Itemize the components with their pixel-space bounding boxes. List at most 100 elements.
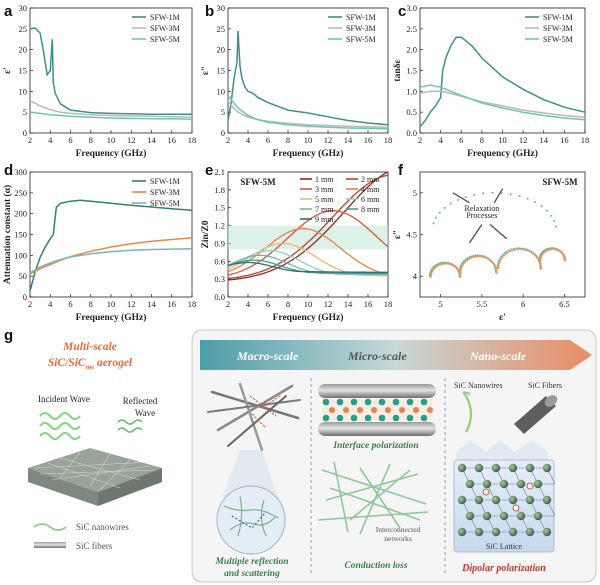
x-tick-label: 10	[107, 135, 116, 145]
caption-lattice: SiC Lattice	[486, 542, 523, 551]
cole-cole-point	[518, 195, 521, 198]
chart-e: 2 4 6 8 10 12 14 16 18 0.0 0.3 0.6 0.9 1.2 1.5 1.8 2.1 Fr…	[201, 167, 392, 323]
series-line-SFW-5M	[419, 84, 586, 121]
x-tick-label: 10	[304, 299, 313, 309]
x-tick-label: 6	[459, 135, 463, 145]
x-tick-label: 4	[246, 135, 251, 145]
x-tick-label: 8	[286, 135, 290, 145]
legend-label: SFW-1M	[150, 13, 180, 22]
cole-cole-point	[443, 206, 446, 209]
cole-cole-point	[429, 275, 432, 278]
cole-cole-point	[469, 257, 472, 260]
y-tick-label: 100	[14, 250, 27, 260]
negative-charge	[357, 407, 363, 413]
legend-label: SFW-3M	[346, 24, 376, 33]
positive-charge	[364, 414, 372, 422]
cole-cole-point	[489, 259, 492, 262]
positive-charge	[392, 414, 400, 422]
y-tick-label: 300	[14, 167, 27, 177]
fiber-icon	[34, 542, 66, 548]
lattice-atom	[465, 511, 475, 521]
interface-charges	[322, 398, 433, 422]
reflected-wave-label-2: Wave	[135, 408, 155, 418]
cole-cole-point	[533, 253, 536, 256]
cole-cole-point	[498, 262, 501, 265]
aerogel-title: Multi-scale SiC/SiCnw aerogel	[48, 341, 133, 371]
y-tick-label: 0.3	[214, 274, 225, 284]
y-tick-label: 30	[217, 3, 226, 13]
y-tick-label: 5	[413, 188, 417, 198]
y-tick-label: 0	[221, 128, 225, 138]
x-tick-label: 12	[519, 135, 528, 145]
y-tick-label: 25	[19, 24, 28, 34]
legend-label: SFW-1M	[150, 177, 180, 186]
nano-scale-label: Nano-scale	[469, 349, 527, 363]
relaxation-arrow	[468, 224, 483, 244]
y-axis-label: Zin/Z0	[201, 220, 211, 248]
x-tick-label: 12	[127, 135, 136, 145]
cole-cole-point	[550, 214, 553, 217]
y-tick-label: 0.5	[406, 107, 417, 117]
caption-multiple-2: and scattering	[224, 569, 280, 579]
y-tick-label: 20	[217, 45, 226, 55]
cole-cole-point	[479, 255, 483, 258]
schematic-panel-g: Multi-scale SiC/SiCnw aerogel Incident W…	[28, 329, 597, 583]
x-tick-label: 18	[384, 299, 393, 309]
y-tick-label: 3.0	[406, 3, 417, 13]
y-tick-label: 50	[19, 271, 28, 281]
positive-charge	[322, 398, 330, 406]
y-tick-label: 4	[413, 271, 418, 281]
series-line-SFW-1M	[227, 30, 389, 126]
x-tick-label: 4	[48, 135, 53, 145]
y-tick-label: 1.5	[406, 66, 417, 76]
cole-cole-point	[494, 265, 497, 269]
lattice-atom	[491, 527, 501, 537]
cole-cole-point	[482, 192, 485, 195]
x-tick-label: 10	[304, 135, 313, 145]
y-tick-label: 15	[19, 66, 28, 76]
x-tick-label: 16	[560, 135, 569, 145]
x-tick-label: 2	[28, 299, 32, 309]
cole-cole-point	[442, 262, 446, 265]
lattice-atom	[465, 479, 475, 489]
cole-cole-point	[456, 199, 459, 202]
lattice-atom	[508, 463, 518, 473]
panel-label-c: c	[398, 3, 406, 20]
x-tick-label: 14	[344, 135, 353, 145]
y-axis-label: ε"	[393, 230, 403, 239]
panel-label-g: g	[4, 327, 13, 344]
cole-cole-point	[464, 196, 467, 199]
cole-cole-point	[438, 211, 441, 214]
cole-cole-point	[459, 267, 463, 270]
cole-cole-point	[432, 222, 435, 225]
cole-cole-point	[475, 255, 478, 258]
y-axis-label: tanδε	[393, 59, 403, 81]
caption-sic-nanowires: SiC Nanowires	[454, 381, 503, 390]
x-tick-label: 16	[364, 299, 373, 309]
legend-label: SFW-1M	[346, 13, 376, 22]
positive-charge	[406, 414, 414, 422]
cole-cole-point	[518, 248, 522, 251]
y-tick-label: 1.8	[214, 185, 225, 195]
cole-cole-point	[545, 209, 548, 212]
y-tick-label: 200	[14, 209, 27, 219]
positive-charge	[378, 398, 386, 406]
cole-cole-point	[538, 260, 541, 263]
series-line-SFW-5M	[29, 247, 193, 274]
x-axis-label: Frequency (GHz)	[76, 312, 147, 323]
cole-cole-point	[498, 260, 502, 263]
cole-cole-point	[536, 256, 539, 259]
y-tick-label: 25	[217, 24, 226, 34]
legend-fibers: SiC fibers	[34, 541, 113, 551]
nanowire-sketch	[462, 391, 473, 433]
lattice-atom	[457, 527, 467, 537]
cole-cole-point	[459, 271, 462, 274]
y-tick-label: 30	[19, 3, 28, 13]
cole-cole-point	[534, 254, 538, 257]
chart-a: 2 4 6 8 10 12 14 16 18 0 5 10 15 20 25 30 Frequency (GHz…	[3, 3, 196, 159]
negative-charge	[329, 407, 335, 413]
cole-cole-point	[511, 249, 514, 252]
cole-cole-point	[521, 248, 524, 251]
cole-cole-point	[526, 249, 529, 252]
legend-label: 9 mm	[315, 215, 334, 224]
